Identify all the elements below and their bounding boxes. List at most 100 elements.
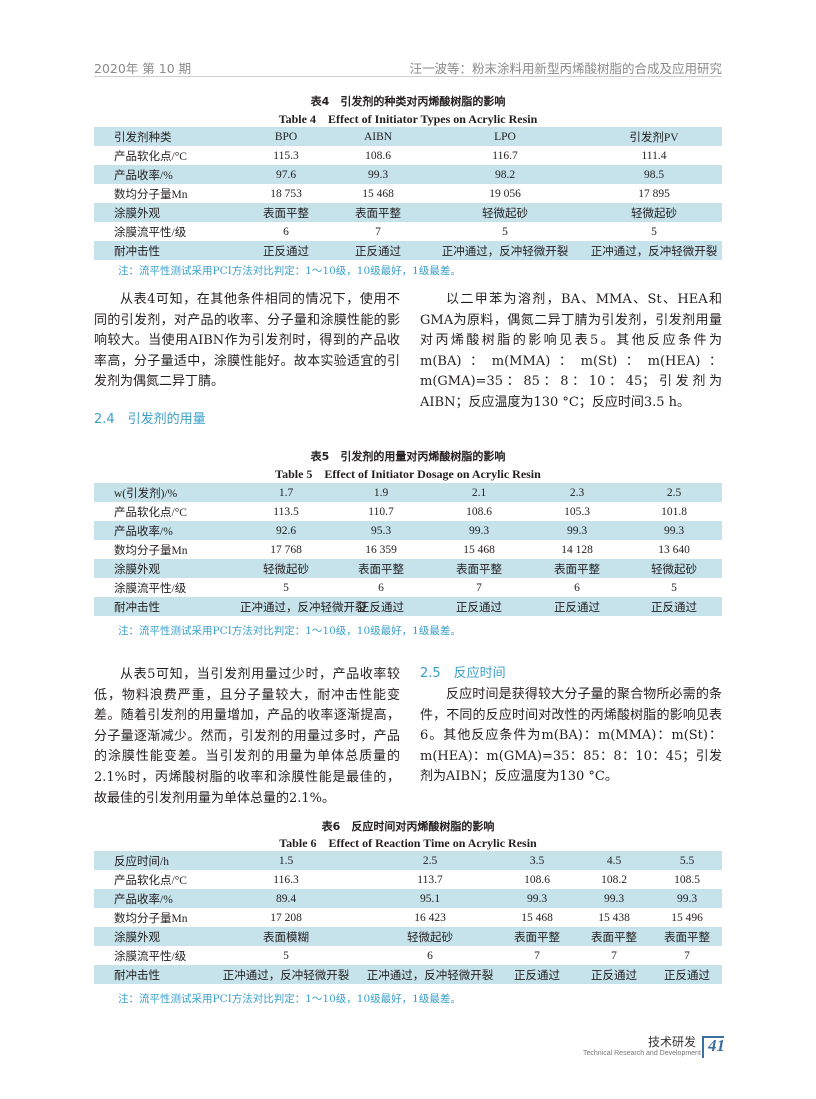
row-label: 反应时间/h: [94, 851, 210, 870]
table-cell: 97.6: [240, 165, 332, 184]
table-cell: 表面平整: [652, 927, 722, 946]
table-cell: 95.3: [332, 521, 430, 540]
table-cell: 6: [574, 581, 580, 594]
table-cell: LPO: [424, 127, 586, 146]
row-label: w(引发剂)/%: [94, 483, 240, 502]
paragraph-table6-intro: 反应时间是获得较大分子量的聚合物所必需的条件，不同的反应时间对改性的丙烯酸树脂的…: [420, 687, 722, 785]
table-cell: 5: [283, 949, 289, 962]
table-cell: 17 208: [270, 911, 302, 924]
header-divider: [94, 76, 722, 77]
table-cell: 2.3: [528, 483, 626, 502]
paragraph-table5-intro: 以二甲苯为溶剂，BA、MMA、St、HEA和GMA为原料，偶氮二异丁腈为引发剂，…: [420, 292, 722, 410]
table-cell: 99.3: [332, 165, 424, 184]
footer-section-en: Technical Research and Development: [583, 1050, 701, 1057]
table-cell: 95.1: [362, 889, 498, 908]
running-header-title: 汪一波等：粉末涂料用新型丙烯酸树脂的合成及应用研究: [409, 61, 722, 76]
table-cell: 1.5: [210, 851, 362, 870]
table-cell: 表面平整: [240, 203, 332, 222]
table-cell: 5.5: [652, 851, 722, 870]
table-cell: 13 640: [658, 543, 690, 556]
table-row: 产品软化点/°C 113.5 110.7 108.6 105.3 101.8: [94, 502, 722, 521]
table-cell: 正反通过: [528, 597, 626, 616]
table-cell: 17 895: [638, 187, 670, 200]
table-cell: 正反通过: [576, 965, 652, 984]
row-label: 产品收率/%: [94, 889, 210, 908]
table-cell: 101.8: [661, 505, 687, 518]
row-label: 涂膜流平性/级: [114, 582, 187, 595]
row-label: 耐冲击性: [94, 241, 240, 260]
table-cell: 16 423: [414, 911, 446, 924]
table-cell: 6: [427, 949, 433, 962]
table-cell: 表面平整: [576, 927, 652, 946]
table-cell: 5: [283, 581, 289, 594]
row-label: 涂膜外观: [94, 203, 240, 222]
table-cell: 111.4: [641, 149, 667, 162]
table-cell: 98.5: [586, 165, 722, 184]
row-label: 产品收率/%: [94, 521, 240, 540]
table-cell: 正反通过: [240, 241, 332, 260]
table-cell: 14 128: [561, 543, 593, 556]
table-cell: AIBN: [332, 127, 424, 146]
paragraph-table4-discussion: 从表4可知，在其他条件相同的情况下，使用不同的引发剂，对产品的收率、分子量和涂膜…: [94, 292, 400, 390]
row-label: 数均分子量Mn: [114, 912, 188, 925]
table-cell: 115.3: [273, 149, 299, 162]
table-cell: 99.3: [430, 521, 528, 540]
section-heading-2-5: 2.5 反应时间: [420, 666, 506, 681]
table-row: 耐冲击性 正反通过 正反通过 正冲通过，反冲轻微开裂 正冲通过，反冲轻微开裂: [94, 241, 722, 260]
table-cell: 引发剂PV: [586, 127, 722, 146]
table-row: 涂膜外观 表面模糊 轻微起砂 表面平整 表面平整 表面平整: [94, 927, 722, 946]
row-label: 耐冲击性: [94, 597, 240, 616]
table-cell: 99.3: [576, 889, 652, 908]
table-cell: 1.9: [332, 483, 430, 502]
row-label: 产品软化点/°C: [114, 150, 187, 163]
table-cell: 轻微起砂: [424, 203, 586, 222]
table-header-row: w(引发剂)/% 1.7 1.9 2.1 2.3 2.5: [94, 483, 722, 502]
table-cell: 正冲通过，反冲轻微开裂: [424, 241, 586, 260]
table-row: 数均分子量Mn 17 208 16 423 15 468 15 438 15 496: [94, 908, 722, 927]
table-row: 产品收率/% 97.6 99.3 98.2 98.5: [94, 165, 722, 184]
table-cell: 表面平整: [528, 559, 626, 578]
table4: 引发剂种类 BPO AIBN LPO 引发剂PV 产品软化点/°C 115.3 108.6 11…: [94, 127, 722, 260]
table5-title-en: Table 5 Effect of Initiator Dosage on Ac…: [275, 467, 541, 481]
table-cell: 116.7: [492, 149, 518, 162]
table-cell: 92.6: [240, 521, 332, 540]
table-cell: 89.4: [210, 889, 362, 908]
table-cell: 105.3: [564, 505, 590, 518]
row-label: 引发剂种类: [94, 127, 240, 146]
table-row: 产品软化点/°C 115.3 108.6 116.7 111.4: [94, 146, 722, 165]
row-label: 涂膜流平性/级: [114, 950, 187, 963]
row-label: 耐冲击性: [94, 965, 210, 984]
running-header-issue: 2020年 第 10 期: [94, 61, 192, 76]
table4-title-en: Table 4 Effect of Initiator Types on Acr…: [278, 112, 538, 126]
table-row: 涂膜外观 轻微起砂 表面平整 表面平整 表面平整 轻微起砂: [94, 559, 722, 578]
table-cell: 15 496: [671, 911, 703, 924]
table-row: 涂膜外观 表面平整 表面平整 轻微起砂 轻微起砂: [94, 203, 722, 222]
table-cell: 轻微起砂: [626, 559, 722, 578]
table-cell: 17 768: [270, 543, 302, 556]
table-cell: 7: [684, 949, 690, 962]
table-cell: 113.7: [417, 873, 443, 886]
table-cell: 7: [611, 949, 617, 962]
table-cell: 表面平整: [430, 559, 528, 578]
table5-title-cn: 表5 引发剂的用量对丙烯酸树脂的影响: [310, 450, 506, 463]
table-cell: 正反通过: [332, 597, 430, 616]
table-cell: 2.1: [430, 483, 528, 502]
section-heading-2-4: 2.4 引发剂的用量: [94, 412, 206, 427]
row-label: 涂膜流平性/级: [114, 226, 187, 239]
table-cell: 正冲通过，反冲轻微开裂: [362, 965, 498, 984]
table-cell: 表面模糊: [210, 927, 362, 946]
table-row: 产品收率/% 92.6 95.3 99.3 99.3 99.3: [94, 521, 722, 540]
table-cell: 7: [476, 581, 482, 594]
table-cell: 正冲通过，反冲轻微开裂: [210, 965, 362, 984]
table6-title-en: Table 6 Effect of Reaction Time on Acryl…: [279, 836, 537, 850]
table-cell: 5: [651, 225, 657, 238]
table-cell: 7: [375, 225, 381, 238]
table5: w(引发剂)/% 1.7 1.9 2.1 2.3 2.5 产品软化点/°C 113.5 110.…: [94, 483, 722, 616]
table-cell: 19 056: [489, 187, 521, 200]
table-row: 涂膜流平性/级 6 7 5 5: [94, 222, 722, 241]
table-cell: 108.5: [674, 873, 700, 886]
table-cell: 108.2: [601, 873, 627, 886]
table4-note: 注：流平性测试采用PCI方法对比判定：1～10级，10级最好，1级最差。: [118, 265, 461, 277]
row-label: 产品收率/%: [94, 165, 240, 184]
table-row: 数均分子量Mn 17 768 16 359 15 468 14 128 13 640: [94, 540, 722, 559]
